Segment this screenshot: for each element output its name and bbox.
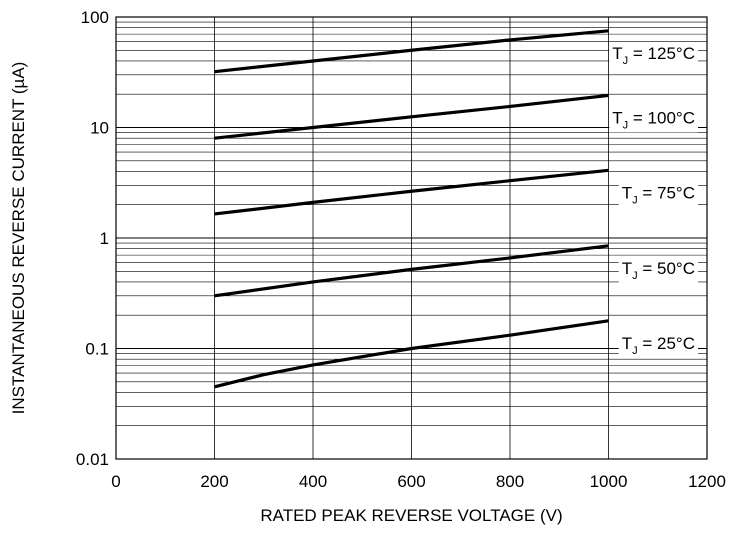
series-line (214, 319, 609, 389)
y-tick-label: 0.01 (76, 450, 109, 469)
x-tick-label: 600 (397, 472, 425, 491)
series-line (214, 93, 609, 140)
series-line (214, 244, 609, 298)
series-line (214, 168, 609, 216)
y-tick-label: 100 (81, 8, 109, 27)
x-tick-label: 0 (111, 472, 120, 491)
y-tick-label: 10 (90, 119, 109, 138)
series-label: TJ = 125°C (609, 42, 698, 68)
x-tick-label: 1000 (590, 472, 628, 491)
series-label-background (609, 107, 698, 133)
y-tick-label: 0.1 (85, 340, 109, 359)
svg-text:TJ = 75°C: TJ = 75°C (622, 183, 695, 206)
x-tick-label: 400 (299, 472, 327, 491)
svg-text:TJ = 100°C: TJ = 100°C (612, 108, 695, 131)
series-label-background (609, 42, 698, 68)
y-tick-labels: 0.01 0.1 1 10 100 (76, 8, 109, 469)
series-label: TJ = 75°C (618, 182, 698, 208)
x-tick-label: 1200 (688, 472, 726, 491)
svg-text:TJ = 125°C: TJ = 125°C (612, 44, 695, 67)
series-label: TJ = 100°C (609, 107, 698, 133)
series-label-background (618, 182, 698, 208)
svg-text:TJ = 25°C: TJ = 25°C (622, 334, 695, 357)
y-axis-title: INSTANTANEOUS REVERSE CURRENT (µA) (9, 62, 28, 415)
svg-text:TJ = 50°C: TJ = 50°C (622, 259, 695, 282)
x-tick-label: 200 (200, 472, 228, 491)
series-labels: TJ = 125°C TJ = 100°C TJ = 75°C TJ = 50°C TJ… (609, 42, 698, 358)
x-axis-title: RATED PEAK REVERSE VOLTAGE (V) (260, 506, 562, 525)
x-tick-label: 800 (496, 472, 524, 491)
series-lines (214, 29, 609, 389)
series-line (214, 29, 609, 74)
y-tick-label: 1 (100, 229, 109, 248)
series-label: TJ = 25°C (618, 332, 698, 358)
plot-frame (115, 16, 708, 460)
x-tick-labels: 0 200 400 600 800 1000 1200 (111, 472, 726, 491)
series-label-background (618, 257, 698, 283)
series-label-background (618, 332, 698, 358)
series-label: TJ = 50°C (618, 257, 698, 283)
